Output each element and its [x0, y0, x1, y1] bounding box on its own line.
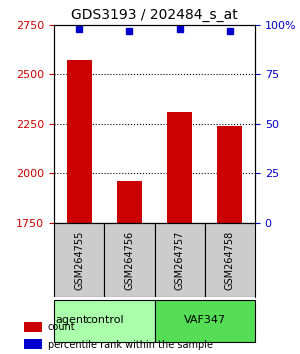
- Bar: [167, 112, 192, 223]
- Text: GSM264757: GSM264757: [175, 230, 184, 290]
- Title: GDS3193 / 202484_s_at: GDS3193 / 202484_s_at: [71, 8, 238, 22]
- FancyBboxPatch shape: [154, 300, 255, 342]
- Text: GSM264758: GSM264758: [225, 230, 235, 290]
- Bar: [67, 61, 92, 223]
- FancyBboxPatch shape: [205, 223, 255, 297]
- Text: control: control: [85, 315, 124, 325]
- FancyBboxPatch shape: [104, 223, 154, 297]
- FancyBboxPatch shape: [54, 223, 104, 297]
- Bar: [117, 181, 142, 223]
- Text: percentile rank within the sample: percentile rank within the sample: [48, 340, 213, 350]
- Bar: [217, 126, 242, 223]
- Bar: [24, 339, 42, 349]
- Text: agent: agent: [55, 315, 87, 325]
- Text: count: count: [48, 322, 76, 332]
- Bar: [24, 322, 42, 332]
- FancyBboxPatch shape: [54, 300, 154, 342]
- Text: VAF347: VAF347: [184, 315, 226, 325]
- FancyBboxPatch shape: [154, 223, 205, 297]
- Text: GSM264756: GSM264756: [124, 230, 134, 290]
- Text: GSM264755: GSM264755: [74, 230, 84, 290]
